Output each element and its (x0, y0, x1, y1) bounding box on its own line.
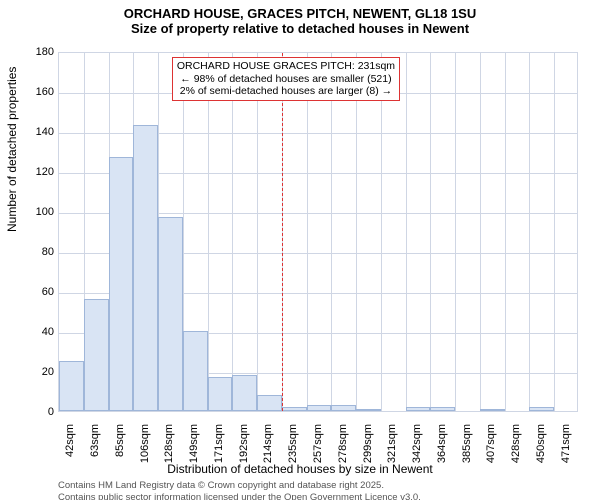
histogram-bar (257, 395, 282, 411)
histogram-bar (84, 299, 109, 411)
y-tick: 60 (18, 286, 54, 298)
histogram-bar (430, 407, 455, 411)
x-axis-label: Distribution of detached houses by size … (0, 462, 600, 476)
gridline-v (505, 53, 506, 411)
footer: Contains HM Land Registry data © Crown c… (58, 480, 421, 500)
gridline-v (381, 53, 382, 411)
gridline-v (455, 53, 456, 411)
footer-line1: Contains HM Land Registry data © Crown c… (58, 480, 421, 491)
y-axis-label: Number of detached properties (5, 67, 19, 232)
y-tick: 160 (18, 86, 54, 98)
y-tick: 180 (18, 46, 54, 58)
histogram-bar (232, 375, 257, 411)
y-tick: 80 (18, 246, 54, 258)
annotation-box: ORCHARD HOUSE GRACES PITCH: 231sqm ← 98%… (172, 57, 400, 101)
footer-line2: Contains public sector information licen… (58, 492, 421, 500)
histogram-bar (208, 377, 233, 411)
y-tick: 140 (18, 126, 54, 138)
histogram-bar (183, 331, 208, 411)
histogram-bar (282, 407, 307, 411)
histogram-bar (529, 407, 554, 411)
y-tick: 0 (18, 406, 54, 418)
chart-title-line2: Size of property relative to detached ho… (0, 21, 600, 36)
gridline-v (480, 53, 481, 411)
annotation-line2: ← 98% of detached houses are smaller (52… (177, 73, 395, 86)
histogram-bar (331, 405, 356, 411)
y-axis: 020406080100120140160180 (18, 52, 54, 412)
gridline-v (430, 53, 431, 411)
y-tick: 120 (18, 166, 54, 178)
histogram-bar (133, 125, 158, 411)
annotation-line3: 2% of semi-detached houses are larger (8… (177, 85, 395, 98)
plot: ORCHARD HOUSE GRACES PITCH: 231sqm ← 98%… (58, 52, 578, 412)
y-tick: 20 (18, 366, 54, 378)
histogram-bar (158, 217, 183, 411)
histogram-bar (480, 409, 505, 411)
gridline-v (406, 53, 407, 411)
annotation-line1: ORCHARD HOUSE GRACES PITCH: 231sqm (177, 60, 395, 73)
y-tick: 100 (18, 206, 54, 218)
histogram-bar (109, 157, 134, 411)
marker-line (282, 53, 283, 411)
gridline-v (554, 53, 555, 411)
gridline-v (529, 53, 530, 411)
histogram-bar (59, 361, 84, 411)
histogram-bar (356, 409, 381, 411)
chart-title-line1: ORCHARD HOUSE, GRACES PITCH, NEWENT, GL1… (0, 6, 600, 21)
gridline-v (356, 53, 357, 411)
gridline-v (331, 53, 332, 411)
plot-area: ORCHARD HOUSE GRACES PITCH: 231sqm ← 98%… (58, 52, 578, 412)
gridline-v (232, 53, 233, 411)
histogram-bar (406, 407, 431, 411)
y-tick: 40 (18, 326, 54, 338)
gridline-v (257, 53, 258, 411)
gridline-v (307, 53, 308, 411)
chart-container: ORCHARD HOUSE, GRACES PITCH, NEWENT, GL1… (0, 6, 600, 500)
histogram-bar (307, 405, 332, 411)
gridline-v (208, 53, 209, 411)
